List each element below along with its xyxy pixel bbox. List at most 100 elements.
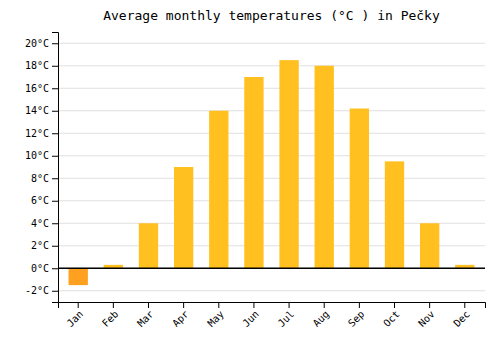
x-tick-mark <box>464 302 465 308</box>
y-tick-label: 6°C <box>31 195 49 206</box>
y-tick-label: 4°C <box>31 218 49 229</box>
bar <box>385 161 404 268</box>
x-tick-mark <box>218 302 219 308</box>
y-tick: 14°C <box>25 105 58 116</box>
y-tick: 4°C <box>31 218 58 229</box>
x-tick-label: Jul <box>276 308 297 329</box>
x-tick-label: Oct <box>381 308 402 329</box>
bar <box>279 60 298 268</box>
x-tick-label: Dec <box>451 308 472 329</box>
grid-line <box>58 43 485 44</box>
x-tick-label: Jan <box>65 308 86 329</box>
x-tick-label: Apr <box>170 308 191 329</box>
y-tick: 10°C <box>25 150 58 161</box>
y-tick-mark <box>52 201 58 202</box>
y-tick: 8°C <box>31 173 58 184</box>
x-tick: Dec <box>451 302 472 329</box>
y-tick-mark <box>52 43 58 44</box>
y-tick-mark <box>52 223 58 224</box>
y-tick-mark <box>52 246 58 247</box>
x-tick: Mar <box>135 302 156 329</box>
y-tick: -2°C <box>25 285 58 296</box>
x-tick: Jul <box>276 302 297 329</box>
bar <box>209 111 228 269</box>
x-tick: Jun <box>240 302 261 329</box>
y-tick-mark <box>52 88 58 89</box>
chart-title: Average monthly temperatures (°C ) in Pe… <box>103 8 440 23</box>
x-tick-mark <box>429 302 430 308</box>
grid-line <box>58 178 485 179</box>
bar <box>139 223 158 268</box>
y-tick: 2°C <box>31 240 58 251</box>
x-tick-label: Nov <box>416 308 437 329</box>
bar <box>69 268 88 285</box>
grid-line <box>58 268 485 269</box>
grid-line <box>58 88 485 89</box>
x-tick-label: Aug <box>311 308 332 329</box>
x-tick-label: Jun <box>240 308 261 329</box>
x-tick: Feb <box>100 302 121 329</box>
grid-line <box>58 65 485 66</box>
x-tick: Nov <box>416 302 437 329</box>
y-tick: 12°C <box>25 128 58 139</box>
y-axis: -2°C 0°C 2°C 4°C 6°C 8°C 10°C 12°C 14°C 16°C 18°C 2… <box>25 33 59 303</box>
y-tick-mark <box>52 66 58 67</box>
bars <box>69 60 475 285</box>
y-tick-mark <box>52 178 58 179</box>
y-tick-mark <box>52 268 58 269</box>
x-tick-mark <box>148 302 149 308</box>
y-tick-label: 0°C <box>31 263 49 274</box>
x-tick: May <box>205 302 226 329</box>
y-tick: 16°C <box>25 83 58 94</box>
grid-line <box>58 133 485 134</box>
y-tick: 20°C <box>25 38 58 49</box>
y-tick-mark <box>52 156 58 157</box>
zero-line <box>58 268 485 270</box>
bar <box>244 77 263 268</box>
y-tick-label: 10°C <box>25 150 49 161</box>
y-tick: 6°C <box>31 195 58 206</box>
y-axis-line <box>52 33 59 303</box>
y-tick-label: 20°C <box>25 38 49 49</box>
y-tick-label: 2°C <box>31 240 49 251</box>
chart-container: -2°C 0°C 2°C 4°C 6°C 8°C 10°C 12°C 14°C 16°C 18°C 2… <box>0 0 500 350</box>
grid-line <box>58 110 485 111</box>
y-tick-label: 16°C <box>25 83 49 94</box>
y-tick-label: 12°C <box>25 128 49 139</box>
bar <box>315 66 334 269</box>
grid-line <box>58 200 485 201</box>
x-tick-label: Mar <box>135 308 156 329</box>
x-tick-mark <box>183 302 184 308</box>
y-tick-label: 18°C <box>25 60 49 71</box>
y-tick-label: 14°C <box>25 105 49 116</box>
x-tick: Jan <box>65 302 86 329</box>
bar <box>350 109 369 269</box>
x-tick-mark <box>394 302 395 308</box>
chart-svg: -2°C 0°C 2°C 4°C 6°C 8°C 10°C 12°C 14°C 16°C 18°C 2… <box>0 0 500 350</box>
x-tick-mark <box>289 302 290 308</box>
x-tick-mark <box>324 302 325 308</box>
y-tick-mark <box>52 133 58 134</box>
x-tick: Sep <box>346 302 367 329</box>
x-tick-label: Sep <box>346 308 367 329</box>
x-tick-mark <box>78 302 79 308</box>
x-tick-mark <box>359 302 360 308</box>
x-axis: Jan Feb Mar Apr May Jun Jul Aug Sep Oct Nov Dec <box>59 302 486 329</box>
x-tick-label: Feb <box>100 308 121 329</box>
bar <box>420 223 439 268</box>
x-tick: Aug <box>311 302 332 329</box>
grid-line <box>58 155 485 156</box>
y-tick-label: 8°C <box>31 173 49 184</box>
x-tick-mark <box>253 302 254 308</box>
bar <box>174 167 193 268</box>
x-tick-label: May <box>205 308 226 329</box>
x-tick-mark <box>113 302 114 308</box>
y-tick: 18°C <box>25 60 58 71</box>
x-tick: Apr <box>170 302 191 329</box>
y-tick-mark <box>52 291 58 292</box>
y-tick-mark <box>52 111 58 112</box>
y-tick: 0°C <box>31 263 58 274</box>
grid <box>58 43 485 291</box>
plot-area: -2°C 0°C 2°C 4°C 6°C 8°C 10°C 12°C 14°C 16°C 18°C 2… <box>25 33 486 329</box>
x-tick: Oct <box>381 302 402 329</box>
